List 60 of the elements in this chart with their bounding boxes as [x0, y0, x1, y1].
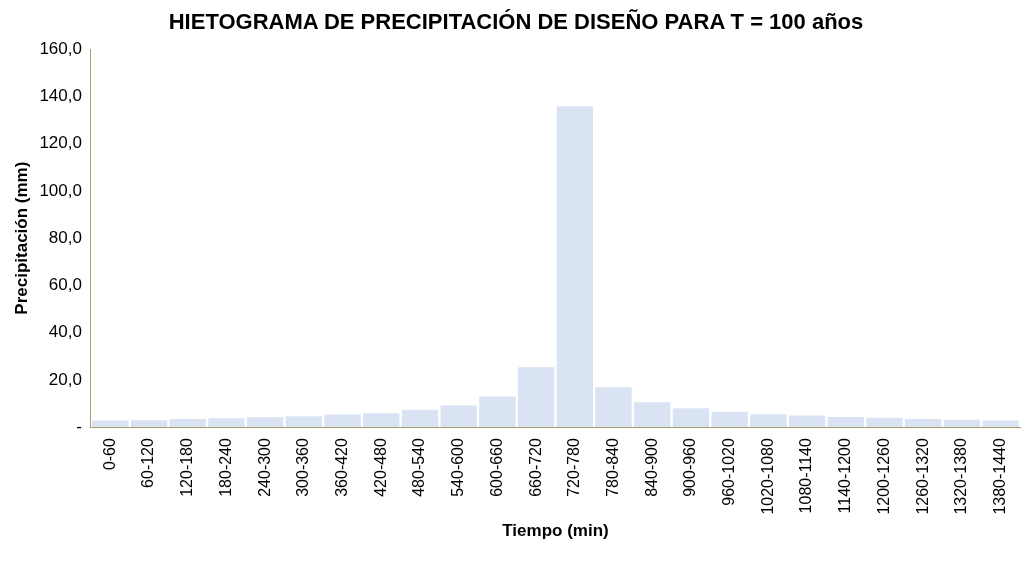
bar	[788, 415, 826, 428]
y-tick-label: 100,0	[39, 180, 82, 200]
x-tick-label: 360-420	[332, 437, 350, 497]
bar	[866, 417, 903, 428]
bar	[479, 396, 516, 428]
bar	[943, 419, 981, 428]
y-tick-label: 140,0	[39, 86, 82, 106]
x-tick-label: 180-240	[216, 437, 234, 497]
bar	[130, 420, 168, 428]
x-tick-label: 240-300	[255, 437, 273, 497]
bar	[285, 416, 323, 428]
bar	[905, 419, 942, 428]
bar	[556, 106, 594, 428]
bar	[246, 417, 284, 428]
x-tick-label: 1080-1140	[797, 437, 815, 514]
bar	[672, 408, 710, 428]
bar	[92, 420, 129, 428]
x-tick-label: 0-60	[100, 437, 118, 471]
bar	[595, 387, 632, 428]
x-tick-label: 900-960	[681, 437, 699, 497]
bar	[363, 413, 400, 428]
x-tick-label: 960-1020	[720, 437, 738, 506]
y-tick-label: 20,0	[48, 369, 82, 389]
x-tick-label: 840-900	[642, 437, 660, 497]
x-tick-label: 1140-1200	[836, 437, 854, 514]
x-tick-label: 1260-1320	[913, 437, 931, 515]
bar	[401, 409, 439, 428]
y-tick-label: 120,0	[39, 133, 82, 153]
bar	[208, 418, 245, 428]
bar	[827, 416, 864, 428]
x-tick-label: 480-540	[410, 437, 428, 497]
y-tick-label: 160,0	[39, 38, 82, 58]
bar	[711, 411, 748, 428]
x-tick-label: 300-360	[294, 437, 312, 497]
x-tick-label: 1380-1440	[991, 437, 1009, 515]
y-tick-label: -	[76, 416, 82, 436]
x-tick-label: 540-600	[449, 437, 467, 497]
bar	[982, 420, 1019, 428]
bar	[517, 367, 555, 428]
x-tick-label: 660-720	[526, 437, 544, 497]
x-tick-label: 1320-1380	[952, 437, 970, 515]
bar	[324, 414, 361, 428]
chart-title: HIETOGRAMA DE PRECIPITACIÓN DE DISEÑO PARA T = 100 años	[167, 8, 865, 36]
y-tick-label: 80,0	[48, 227, 82, 247]
x-tick-label: 1200-1260	[874, 437, 892, 515]
y-axis-title: Precipitación (mm)	[11, 161, 31, 315]
x-tick-label: 780-840	[603, 437, 621, 497]
y-tick-label: 60,0	[48, 275, 82, 295]
x-axis-title: Tiempo (min)	[502, 521, 609, 541]
x-tick-label: 720-780	[565, 437, 583, 497]
x-tick-label: 60-120	[139, 437, 157, 488]
x-tick-label: 1020-1080	[758, 437, 776, 515]
x-tick-label: 420-480	[371, 437, 389, 497]
bar	[634, 402, 671, 428]
x-tick-label: 600-660	[487, 437, 505, 497]
bar	[750, 414, 787, 428]
y-tick-label: 40,0	[48, 322, 82, 342]
x-tick-label: 120-180	[178, 437, 196, 497]
bar	[440, 405, 477, 428]
bar	[169, 419, 206, 428]
